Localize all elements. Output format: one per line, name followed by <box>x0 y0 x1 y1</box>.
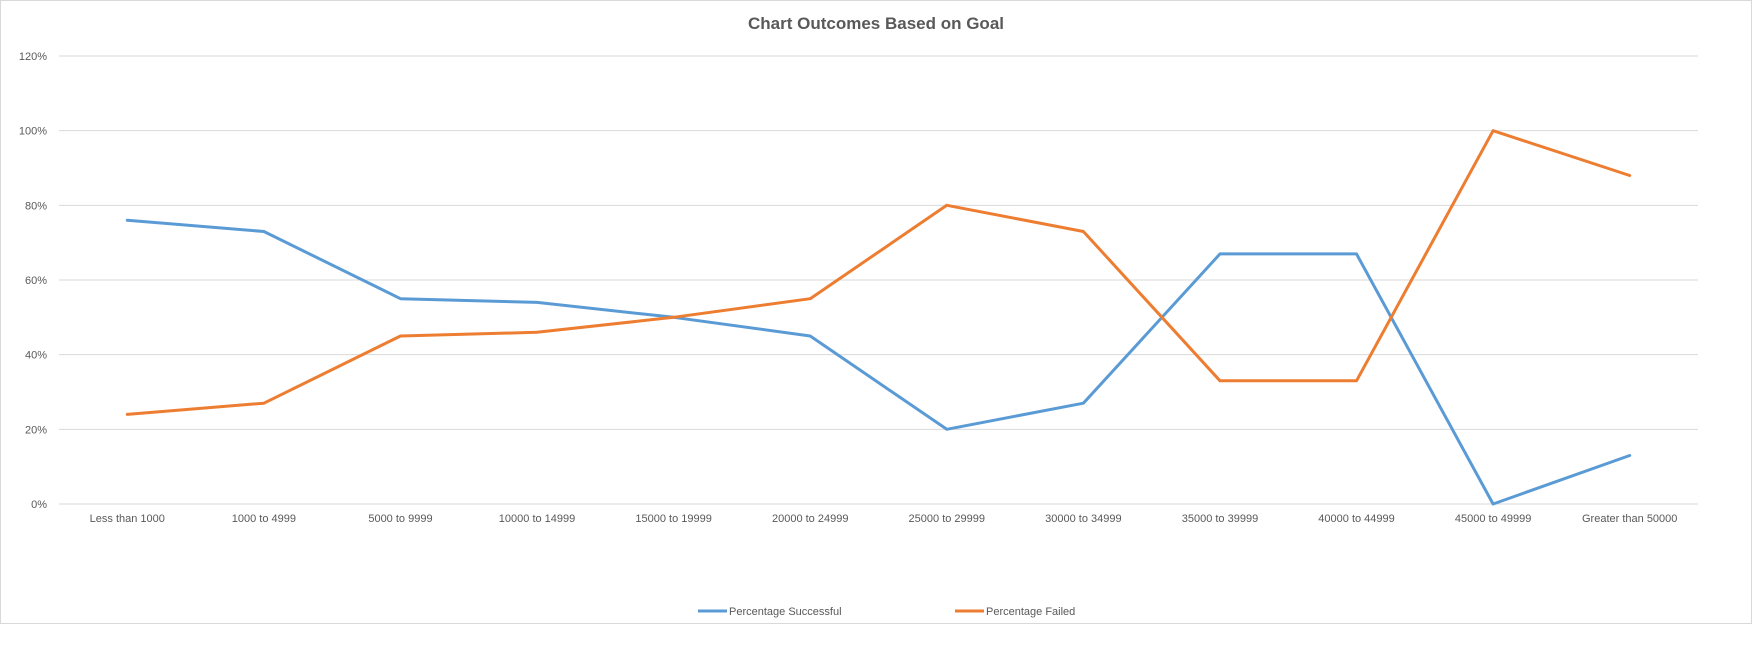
data-point <box>1628 173 1632 177</box>
x-tick-label: 5000 to 9999 <box>368 513 432 525</box>
y-tick-label: 40% <box>25 350 47 362</box>
data-point <box>1218 252 1222 256</box>
x-tick-label: 1000 to 4999 <box>232 513 296 525</box>
data-point <box>808 334 812 338</box>
y-tick-label: 20% <box>25 424 47 436</box>
data-point <box>535 300 539 304</box>
x-tick-label: 40000 to 44999 <box>1318 513 1394 525</box>
y-tick-label: 0% <box>31 499 47 511</box>
x-tick-label: 45000 to 49999 <box>1455 513 1531 525</box>
data-point <box>1491 129 1495 133</box>
x-tick-label: 35000 to 39999 <box>1182 513 1258 525</box>
chart-title: Chart Outcomes Based on Goal <box>748 14 1004 33</box>
x-tick-label: Greater than 50000 <box>1582 513 1677 525</box>
data-point <box>398 297 402 301</box>
x-tick-label: 25000 to 29999 <box>909 513 985 525</box>
legend-label: Percentage Successful <box>729 606 842 618</box>
data-point <box>125 218 129 222</box>
series-line-0 <box>125 218 1632 506</box>
data-point <box>262 229 266 233</box>
data-point <box>1355 379 1359 383</box>
data-point <box>535 330 539 334</box>
data-point <box>672 315 676 319</box>
series-line-1 <box>125 129 1632 416</box>
x-tick-label: Less than 1000 <box>90 513 165 525</box>
y-tick-label: 120% <box>19 51 47 63</box>
data-point <box>1355 252 1359 256</box>
chart-area: Chart Outcomes Based on Goal 0% 20% 40% 60%… <box>0 0 1752 624</box>
x-tick-label: 15000 to 19999 <box>635 513 711 525</box>
data-point <box>1081 229 1085 233</box>
data-point <box>1218 379 1222 383</box>
x-tick-label: 10000 to 14999 <box>499 513 575 525</box>
data-point <box>125 412 129 416</box>
y-tick-label: 60% <box>25 275 47 287</box>
legend-label: Percentage Failed <box>986 606 1075 618</box>
data-point <box>1491 502 1495 506</box>
data-point <box>398 334 402 338</box>
data-point <box>945 203 949 207</box>
y-tick-label: 80% <box>25 200 47 212</box>
data-point <box>808 297 812 301</box>
data-point <box>1081 401 1085 405</box>
line-chart: Chart Outcomes Based on Goal 0% 20% 40% 60%… <box>19 14 1698 618</box>
data-point <box>945 427 949 431</box>
y-tick-label: 100% <box>19 126 47 138</box>
data-point <box>262 401 266 405</box>
x-tick-label: 30000 to 34999 <box>1045 513 1121 525</box>
x-tick-label: 20000 to 24999 <box>772 513 848 525</box>
data-point <box>1628 453 1632 457</box>
